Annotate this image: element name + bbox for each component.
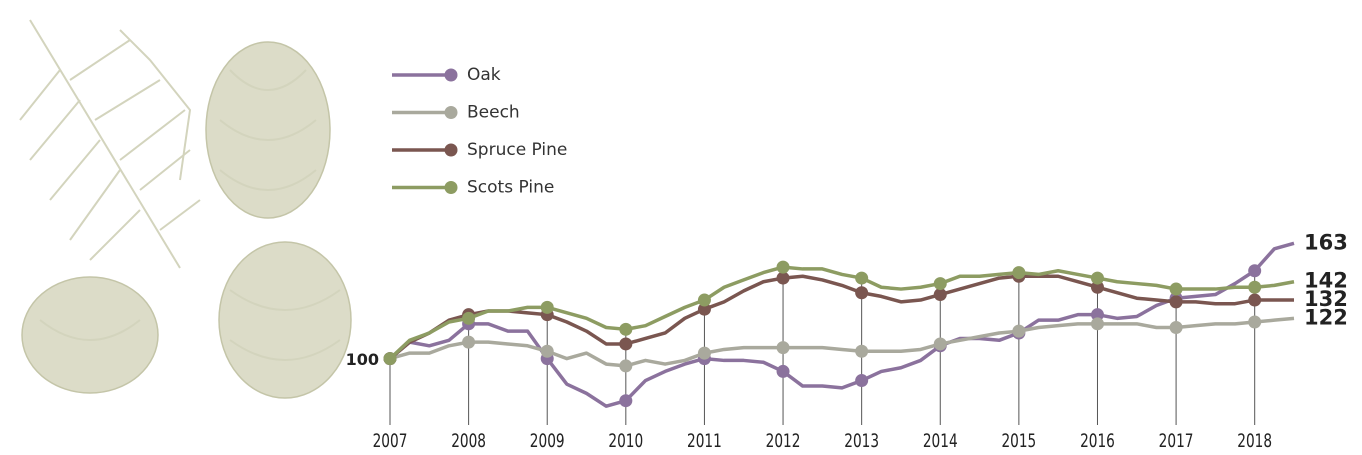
- point-marker: [1090, 308, 1104, 322]
- x-tick-label: 2010: [608, 430, 643, 452]
- point-marker: [1090, 317, 1104, 331]
- point-marker: [1012, 324, 1026, 338]
- plot-area: 2007 2008 2009 2010 2011 2012 2013 2014 2015 2016…: [346, 230, 1348, 451]
- point-marker: [776, 364, 790, 378]
- legend-marker: [444, 181, 458, 194]
- series-line: [388, 241, 1295, 408]
- point-marker: [855, 374, 869, 388]
- point-marker: [1248, 315, 1262, 329]
- point-marker: [776, 271, 790, 285]
- x-tick-label: 2018: [1237, 430, 1272, 452]
- x-tick-label: 2014: [923, 430, 958, 452]
- point-marker: [697, 346, 711, 360]
- point-marker: [776, 341, 790, 355]
- point-marker: [855, 271, 869, 285]
- x-tick-label: 2017: [1159, 430, 1194, 452]
- point-marker: [462, 335, 476, 349]
- point-marker: [462, 311, 476, 325]
- series-line: [388, 265, 1295, 360]
- series-line: [388, 274, 1294, 360]
- x-tick-label: 2011: [687, 430, 722, 452]
- x-tick-label: 2012: [766, 430, 801, 452]
- point-marker: [1248, 264, 1262, 278]
- point-marker: [383, 352, 397, 366]
- point-marker: [540, 344, 554, 358]
- point-marker: [1090, 280, 1104, 294]
- cone-drawing: [218, 241, 352, 399]
- point-marker: [855, 286, 869, 300]
- x-tick-label: 2007: [373, 430, 408, 452]
- point-marker: [933, 337, 947, 351]
- end-value-label: 163: [1304, 230, 1348, 254]
- point-marker: [697, 302, 711, 316]
- legend-label: Oak: [467, 65, 501, 85]
- point-marker: [1012, 266, 1026, 280]
- point-marker: [619, 359, 633, 373]
- x-tick-label: 2013: [844, 430, 879, 452]
- branch-drawing: [19, 19, 201, 269]
- cone-drawing: [205, 41, 331, 219]
- point-marker: [697, 293, 711, 307]
- point-marker: [1090, 271, 1104, 285]
- point-marker: [619, 322, 633, 336]
- point-marker: [933, 277, 947, 291]
- x-tick-label: 2009: [530, 430, 565, 452]
- end-value-label: 142: [1304, 269, 1348, 293]
- point-marker: [1248, 293, 1262, 307]
- point-marker: [933, 288, 947, 302]
- point-marker: [619, 394, 633, 408]
- legend-label: Spruce Pine: [467, 140, 567, 160]
- x-tick-label: 2016: [1080, 430, 1115, 452]
- legend-label: Scots Pine: [467, 178, 554, 198]
- point-marker: [1248, 280, 1262, 294]
- legend-marker: [444, 106, 458, 119]
- legend-label: Beech: [467, 103, 520, 123]
- illustrations: [19, 19, 352, 399]
- point-marker: [1169, 295, 1183, 309]
- x-tick-label: 2008: [451, 430, 486, 452]
- cone-texture: [39, 69, 341, 361]
- series-line: [389, 316, 1295, 368]
- point-marker: [855, 344, 869, 358]
- legend: Oak Beech Spruce Pine Scots Pine: [392, 65, 567, 198]
- point-marker: [540, 300, 554, 314]
- x-tick-label: 2015: [1001, 430, 1036, 452]
- point-marker: [1169, 320, 1183, 334]
- point-marker: [776, 260, 790, 274]
- point-marker: [619, 337, 633, 351]
- point-marker: [1169, 282, 1183, 296]
- start-value-label: 100: [346, 350, 379, 369]
- end-value-label: 132: [1304, 287, 1348, 311]
- legend-marker: [444, 68, 458, 82]
- cone-drawing: [21, 276, 159, 394]
- legend-marker: [444, 143, 458, 157]
- end-value-label: 122: [1304, 305, 1348, 329]
